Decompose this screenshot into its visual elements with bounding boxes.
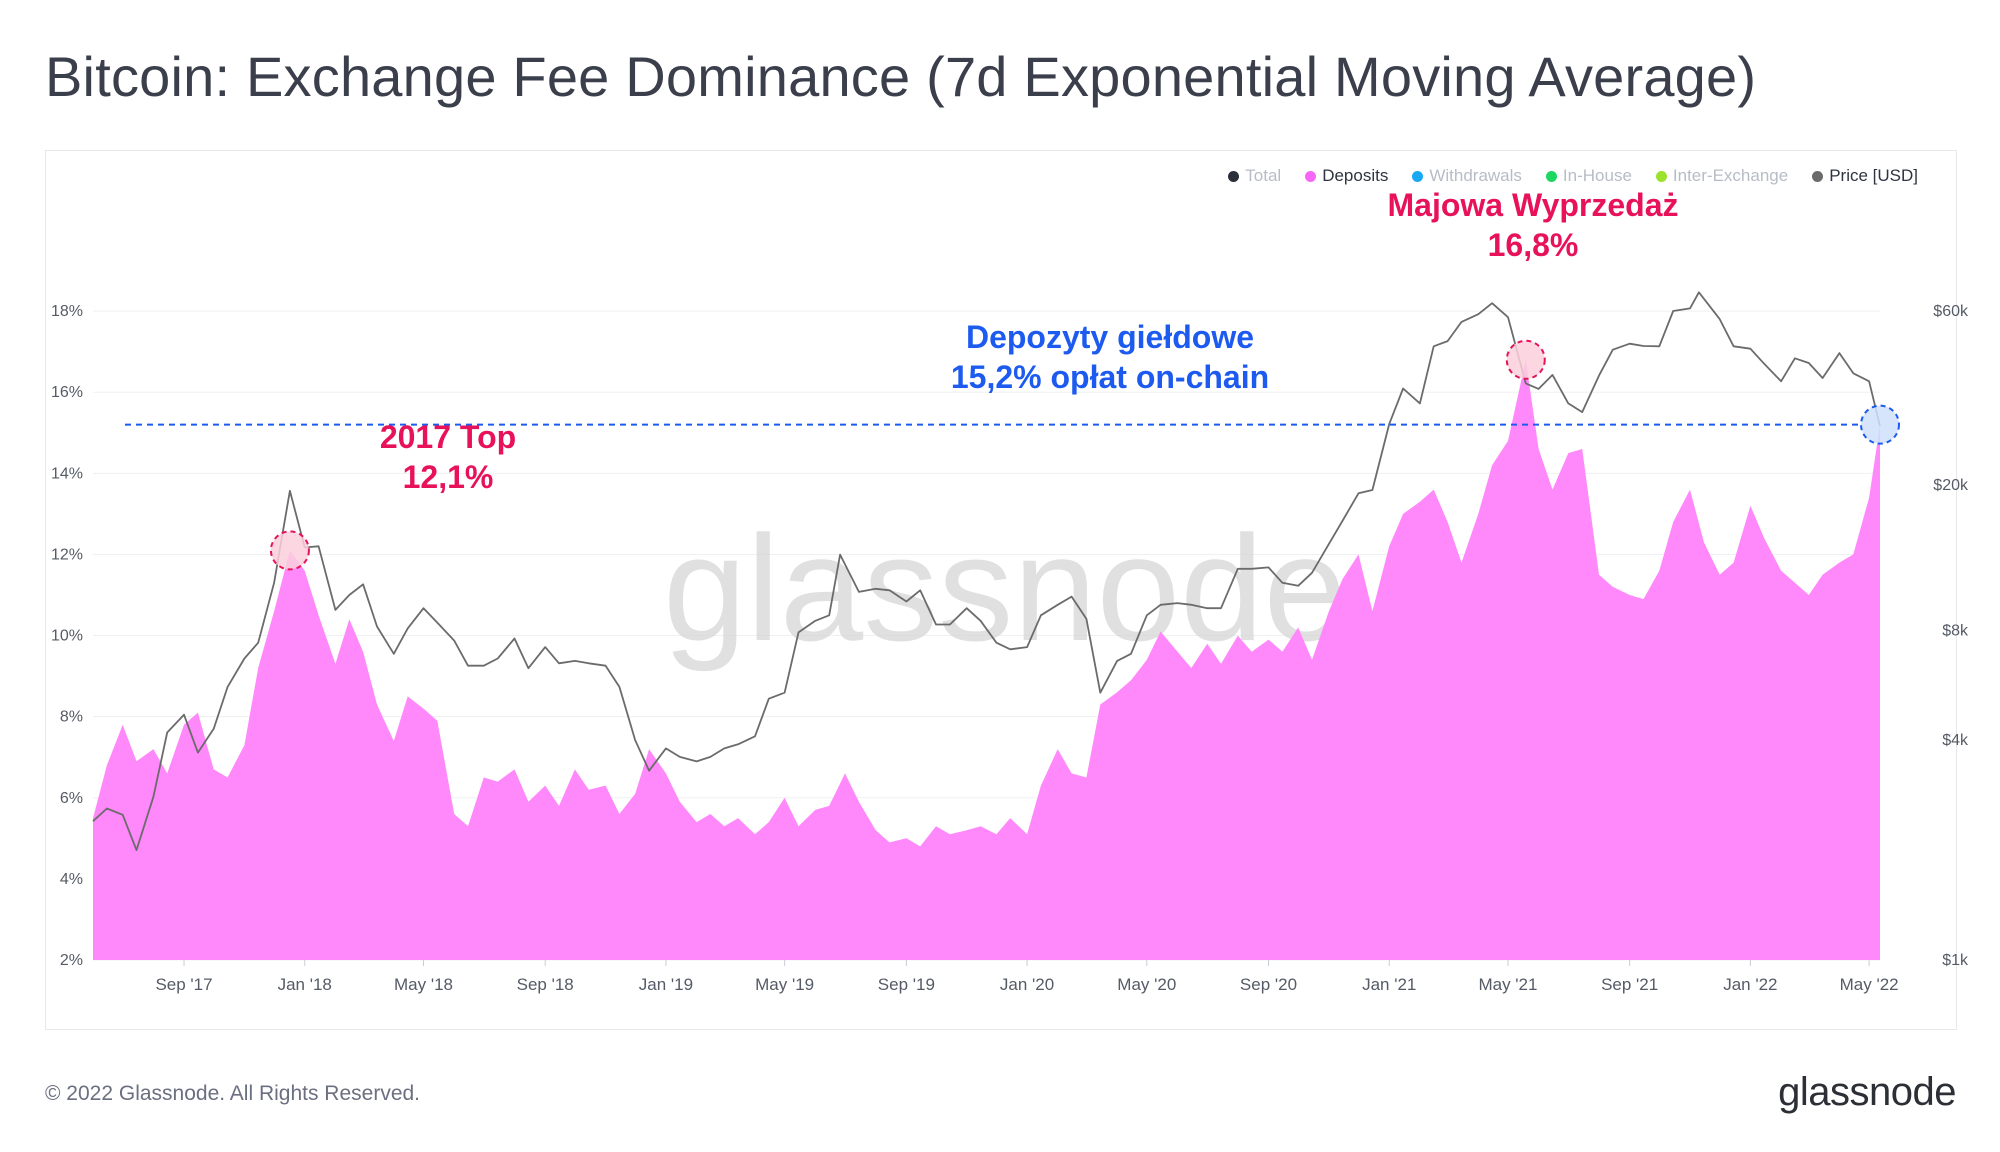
legend-dot-icon bbox=[1305, 170, 1317, 182]
legend-dot-icon bbox=[1228, 170, 1240, 182]
annotation-may-selloff-line2: 16,8% bbox=[1488, 227, 1579, 263]
y-left-tick-label: 18% bbox=[51, 303, 83, 320]
y-left-tick-label: 2% bbox=[60, 952, 83, 969]
peak-marker-2 bbox=[1505, 339, 1546, 380]
legend-dot-icon bbox=[1812, 170, 1824, 182]
x-tick-label: Jan '18 bbox=[278, 975, 332, 994]
x-tick-label: May '20 bbox=[1117, 975, 1176, 994]
legend-item-total[interactable]: Total bbox=[1228, 166, 1281, 186]
deposits-area bbox=[93, 359, 1880, 960]
x-tick-label: May '21 bbox=[1478, 975, 1537, 994]
x-tick-label: Jan '19 bbox=[639, 975, 693, 994]
legend-label: Inter-Exchange bbox=[1672, 166, 1789, 185]
peak-marker-3 bbox=[1860, 404, 1900, 445]
y-right-tick-label: $60k bbox=[1933, 303, 1969, 320]
annotation-2017-top-line2: 12,1% bbox=[403, 459, 494, 495]
x-tick-label: May '18 bbox=[394, 975, 453, 994]
x-tick-label: Jan '20 bbox=[1000, 975, 1054, 994]
peak-marker-1 bbox=[269, 530, 310, 571]
y-left-tick-label: 16% bbox=[51, 384, 83, 401]
x-tick-label: May '22 bbox=[1840, 975, 1899, 994]
y-left-tick-label: 8% bbox=[60, 709, 83, 726]
price-line bbox=[92, 291, 1881, 851]
legend-dot-icon bbox=[1655, 170, 1667, 182]
x-tick-label: Sep '20 bbox=[1240, 975, 1297, 994]
x-tick-label: Sep '18 bbox=[517, 975, 574, 994]
legend-label: Price [USD] bbox=[1829, 166, 1918, 185]
annotation-exchange-deposits-line1: Depozyty giełdowe bbox=[966, 319, 1254, 355]
chart-legend: Total Deposits Withdrawals In-House Inter-Ex… bbox=[1228, 166, 1918, 186]
x-tick-label: Sep '19 bbox=[878, 975, 935, 994]
chart-panel bbox=[45, 150, 1957, 1030]
legend-label: Withdrawals bbox=[1429, 166, 1522, 185]
y-left-tick-label: 12% bbox=[51, 546, 83, 563]
annotation-may-selloff-line1: Majowa Wyprzedaż bbox=[1387, 187, 1678, 223]
y-right-tick-label: $8k bbox=[1942, 622, 1969, 639]
legend-item-in-house[interactable]: In-House bbox=[1545, 166, 1632, 186]
x-tick-label: Jan '22 bbox=[1723, 975, 1777, 994]
legend-item-deposits[interactable]: Deposits bbox=[1305, 166, 1388, 186]
annotation-2017-top-line1: 2017 Top bbox=[380, 419, 516, 455]
legend-item-price-usd[interactable]: Price [USD] bbox=[1812, 166, 1918, 186]
page-title: Bitcoin: Exchange Fee Dominance (7d Expo… bbox=[45, 45, 1757, 108]
x-tick-label: May '19 bbox=[755, 975, 814, 994]
legend-label: In-House bbox=[1562, 166, 1632, 185]
glassnode-logo[interactable]: glassnode bbox=[1778, 1070, 1956, 1114]
legend-label: Deposits bbox=[1322, 166, 1389, 185]
legend-dot-icon bbox=[1545, 170, 1557, 182]
y-left-tick-label: 4% bbox=[60, 871, 83, 888]
x-tick-label: Jan '21 bbox=[1362, 975, 1416, 994]
legend-item-inter-exchange[interactable]: Inter-Exchange bbox=[1655, 166, 1789, 186]
y-right-tick-label: $20k bbox=[1933, 477, 1969, 494]
x-tick-label: Sep '17 bbox=[155, 975, 212, 994]
y-left-tick-label: 10% bbox=[51, 628, 83, 645]
copyright-footer: © 2022 Glassnode. All Rights Reserved. bbox=[45, 1082, 421, 1105]
y-left-tick-label: 14% bbox=[51, 465, 83, 482]
y-right-tick-label: $4k bbox=[1942, 732, 1969, 749]
legend-item-withdrawals[interactable]: Withdrawals bbox=[1412, 166, 1522, 186]
y-left-tick-label: 6% bbox=[60, 790, 83, 807]
x-tick-label: Sep '21 bbox=[1601, 975, 1658, 994]
annotation-exchange-deposits-line2: 15,2% opłat on-chain bbox=[951, 359, 1269, 395]
legend-dot-icon bbox=[1412, 170, 1424, 182]
y-right-tick-label: $1k bbox=[1942, 952, 1969, 969]
legend-label: Total bbox=[1245, 166, 1282, 185]
